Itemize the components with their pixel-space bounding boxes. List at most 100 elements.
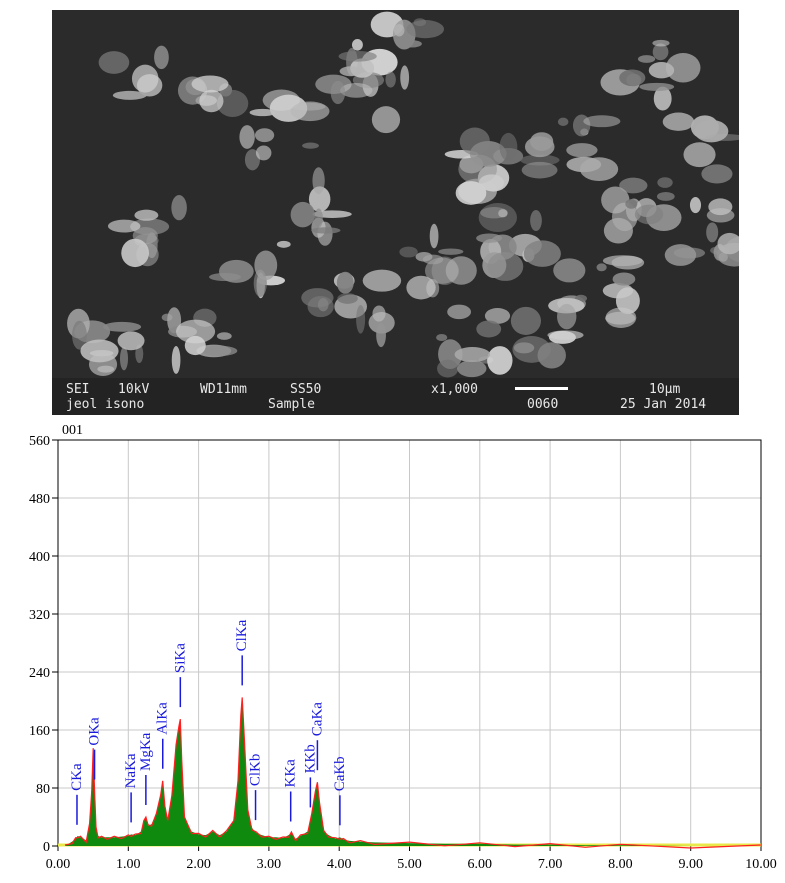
sem-particle (254, 250, 278, 281)
sem-particle (476, 320, 502, 338)
sem-particle (72, 320, 87, 350)
sem-particle (422, 254, 444, 265)
sem-voltage: 10kV (118, 382, 150, 397)
sem-scale-label: 10µm (649, 382, 681, 397)
sem-particle (656, 191, 675, 201)
sem-particle (308, 186, 331, 212)
y-tick-label: 240 (29, 666, 50, 681)
sem-particle (601, 186, 630, 214)
peak-label: CKa (69, 763, 85, 791)
sem-particle (400, 65, 410, 90)
sem-particle (102, 321, 142, 332)
sem-particle (457, 360, 487, 378)
sem-particle (351, 38, 363, 51)
sem-particle (596, 263, 607, 272)
sem-particle (625, 199, 638, 209)
sem-particle (689, 196, 702, 214)
sem-mode: SEI (66, 382, 90, 397)
sem-particle (339, 66, 362, 77)
sem-particle (665, 52, 701, 83)
sem-particle (406, 20, 445, 39)
sem-particle (683, 142, 716, 168)
sem-particle (454, 347, 491, 363)
sem-particle (459, 127, 490, 156)
sem-particle (557, 117, 569, 126)
sem-particle (499, 132, 518, 162)
sem-particle (290, 201, 315, 228)
sem-particle (307, 295, 334, 318)
y-tick-label: 320 (29, 608, 50, 623)
sem-particle (626, 73, 642, 87)
sem-particle (171, 195, 187, 221)
sem-particle (637, 55, 656, 63)
sem-magnification: x1,000 (431, 382, 478, 397)
sem-particle (119, 346, 129, 371)
sem-particle (652, 39, 670, 47)
sem-particle (478, 174, 505, 192)
sem-particle (557, 303, 577, 330)
sem-particle (371, 106, 401, 134)
sem-operator: jeol isono (66, 397, 145, 412)
peak-label: NaKa (123, 753, 139, 788)
sem-particle (673, 247, 706, 259)
sem-particle (393, 23, 405, 37)
sem-particle (615, 287, 640, 315)
sem-particle (249, 108, 276, 117)
sem-particle (337, 293, 358, 304)
sem-particle (455, 181, 487, 205)
sem-image (52, 11, 739, 415)
sem-particle (634, 204, 664, 225)
y-tick-label: 480 (29, 492, 50, 507)
sem-particle (639, 82, 675, 91)
sem-particle (512, 336, 551, 363)
sem-particle (131, 64, 159, 93)
sem-particle (154, 45, 169, 70)
sem-particle (255, 145, 272, 161)
sem-particle (708, 198, 733, 216)
sem-particle (520, 154, 560, 166)
peak-label: OKa (87, 717, 103, 746)
x-tick-label: 3.00 (257, 857, 282, 872)
spectrum-line (64, 697, 762, 849)
peak-fit-area (65, 697, 761, 846)
peak-label: CaKb (332, 756, 348, 791)
sem-particle (239, 125, 255, 149)
sem-particle (312, 167, 325, 195)
sem-particle (336, 271, 354, 294)
sem-particle (80, 339, 119, 363)
sem-particle (254, 128, 275, 143)
sem-working-distance: WD11mm (200, 382, 247, 397)
sem-particle (314, 208, 323, 228)
sem-particle (657, 177, 673, 188)
sem-particle (523, 240, 561, 267)
sem-particle (121, 238, 149, 268)
sem-particle (340, 83, 373, 98)
peak-label: KKb (302, 744, 318, 773)
sem-particle (553, 258, 586, 283)
sem-particle (385, 71, 396, 88)
sem-sample: Sample (268, 397, 315, 412)
sem-date: 25 Jan 2014 (620, 397, 707, 412)
sem-particle (476, 233, 503, 243)
sem-particle (400, 40, 422, 48)
eds-spectrum-panel: 0 80 160 240 320 400 480 560 0.00 1.00 2.00 3.00 4.0… (0, 420, 785, 883)
sem-particle (376, 322, 386, 348)
sem-particle (498, 209, 508, 218)
peak-label: AlKa (155, 702, 171, 735)
sem-particle (579, 157, 619, 181)
x-tick-label: 10.00 (745, 857, 777, 872)
sem-particle (311, 227, 341, 234)
x-tick-label: 6.00 (468, 857, 493, 872)
sem-particle (662, 112, 695, 131)
sem-particle (530, 209, 542, 232)
sem-particle (362, 269, 402, 292)
sem-particle (484, 307, 511, 324)
sem-particle (429, 223, 439, 249)
sem-particle (98, 51, 130, 74)
sem-particle (356, 305, 366, 334)
sem-micrograph: SEI 10kV WD11mm SS50 x1,000 10µm jeol is… (52, 10, 739, 415)
sem-particle (216, 89, 249, 117)
sem-particle (199, 89, 224, 113)
x-tick-label: 4.00 (327, 857, 352, 872)
sem-particle (619, 177, 648, 194)
